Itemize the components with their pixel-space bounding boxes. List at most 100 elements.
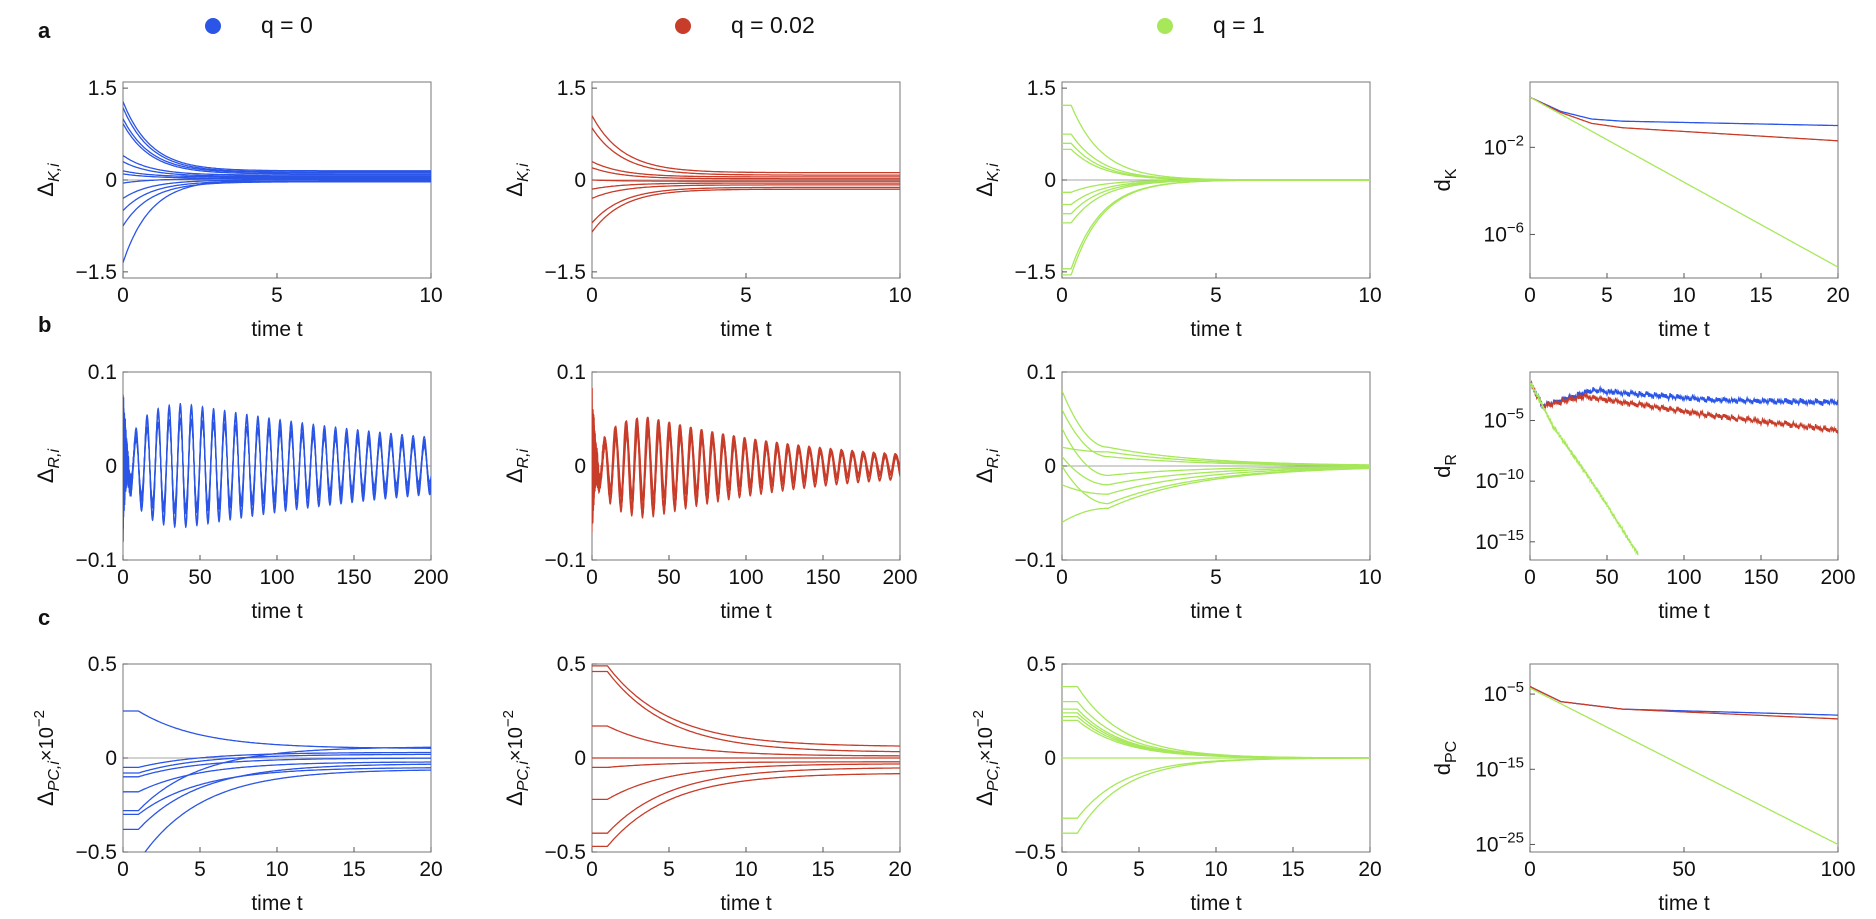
x-tick-label-b1: 150 bbox=[336, 566, 371, 589]
legend: q = 0 q = 0.02 q = 1 bbox=[0, 0, 1876, 50]
x-tick-label-c4: 100 bbox=[1820, 858, 1855, 881]
x-tick-label-a2: 10 bbox=[888, 284, 911, 307]
y-tick-label-b4: 10−5 bbox=[1484, 406, 1524, 433]
y-tick-label-b2: 0.1 bbox=[557, 361, 586, 384]
legend-label-q1: q = 1 bbox=[1213, 12, 1265, 38]
x-tick-label-b2: 200 bbox=[882, 566, 917, 589]
y-axis-label-a4: dK bbox=[1430, 168, 1460, 191]
series-line-a3-0-8 bbox=[1062, 179, 1370, 276]
y-axis-label-a2: ΔK,i bbox=[502, 163, 532, 197]
x-tick-label-a2: 5 bbox=[740, 284, 752, 307]
plot-frame-a4 bbox=[1529, 81, 1839, 279]
y-tick-label-c4: 10−15 bbox=[1475, 754, 1524, 781]
series-line-b2-0-7 bbox=[592, 416, 900, 519]
x-tick-label-c1: 0 bbox=[117, 858, 129, 881]
legend-marker-q0 bbox=[205, 17, 221, 34]
x-axis-label-c3: time t bbox=[1190, 892, 1242, 915]
series-line-c1-0-2 bbox=[123, 753, 431, 774]
x-tick-label-c2: 10 bbox=[734, 858, 757, 881]
series-line-b3-0-4 bbox=[1062, 465, 1370, 505]
y-tick-label-a2: −1.5 bbox=[545, 261, 586, 284]
series-group-b2 bbox=[592, 387, 900, 533]
x-tick-label-a1: 10 bbox=[419, 284, 442, 307]
x-tick-label-c1: 20 bbox=[419, 858, 442, 881]
x-tick-label-a4: 10 bbox=[1672, 284, 1695, 307]
y-tick-label-b1: −0.1 bbox=[76, 549, 117, 572]
legend-item-q002: q = 0.02 bbox=[675, 12, 815, 39]
x-tick-label-c3: 10 bbox=[1204, 858, 1227, 881]
y-tick-label-c1: −0.5 bbox=[76, 841, 117, 864]
series-line-b3-0-2 bbox=[1062, 428, 1370, 477]
y-tick-label-b3: −0.1 bbox=[1015, 549, 1056, 572]
x-axis-label-b1: time t bbox=[251, 600, 303, 623]
y-tick-label-c2: −0.5 bbox=[545, 841, 586, 864]
x-tick-label-b3: 10 bbox=[1358, 566, 1381, 589]
x-tick-label-b2: 50 bbox=[657, 566, 680, 589]
y-tick-label-b2: −0.1 bbox=[545, 549, 586, 572]
series-line-b3-0-3 bbox=[1062, 467, 1370, 523]
x-tick-label-b4: 100 bbox=[1666, 566, 1701, 589]
y-axis-label-a1: ΔK,i bbox=[33, 163, 63, 197]
x-tick-label-c3: 0 bbox=[1056, 858, 1068, 881]
y-axis-label-b4: dR bbox=[1430, 454, 1460, 478]
y-tick-label-c2: 0 bbox=[574, 747, 586, 770]
x-tick-label-b4: 200 bbox=[1820, 566, 1855, 589]
y-tick-label-c1: 0 bbox=[105, 747, 117, 770]
x-tick-label-b1: 100 bbox=[259, 566, 294, 589]
x-tick-label-a3: 5 bbox=[1210, 284, 1222, 307]
series-group-a3 bbox=[1062, 104, 1370, 276]
x-tick-label-a2: 0 bbox=[586, 284, 598, 307]
x-axis-label-b2: time t bbox=[720, 600, 772, 623]
x-axis-label-c1: time t bbox=[251, 892, 303, 915]
series-line-c4-2-0 bbox=[1530, 687, 1838, 846]
series-line-b3-0-7 bbox=[1062, 456, 1370, 486]
row-label-a: a bbox=[38, 18, 51, 43]
y-tick-label-a1: 0 bbox=[105, 169, 117, 192]
series-line-a2-0-1 bbox=[592, 127, 900, 176]
series-line-a4-2-0 bbox=[1530, 96, 1838, 268]
series-line-c2-0-1 bbox=[592, 670, 900, 753]
x-tick-label-a3: 10 bbox=[1358, 284, 1381, 307]
x-tick-label-c4: 0 bbox=[1524, 858, 1536, 881]
series-line-c2-0-2 bbox=[592, 725, 900, 757]
x-axis-label-c2: time t bbox=[720, 892, 772, 915]
x-axis-label-a1: time t bbox=[251, 318, 303, 341]
y-tick-label-c4: 10−25 bbox=[1475, 829, 1524, 856]
series-line-a3-0-3 bbox=[1062, 148, 1370, 181]
series-line-c3-0-7 bbox=[1062, 757, 1370, 819]
y-tick-label-b1: 0 bbox=[105, 455, 117, 478]
series-line-c2-0-5 bbox=[592, 763, 900, 801]
series-line-c3-0-2 bbox=[1062, 708, 1370, 759]
chart-b4: 0 50 100 150 200 10−5 10−10 10−15 time t dR bbox=[1430, 371, 1856, 623]
series-line-c1-0-6 bbox=[123, 767, 431, 816]
chart-c4: 0 50 100 10−5 10−15 10−25 time t dPC bbox=[1430, 663, 1856, 915]
plot-frame-c4 bbox=[1529, 663, 1839, 853]
series-line-a1-0-10 bbox=[123, 180, 431, 212]
series-line-c3-0-4 bbox=[1062, 715, 1370, 759]
x-tick-label-c1: 15 bbox=[342, 858, 365, 881]
series-line-a3-0-2 bbox=[1062, 142, 1370, 181]
series-line-a3-0-6 bbox=[1062, 179, 1370, 224]
x-tick-label-c4: 50 bbox=[1672, 858, 1695, 881]
y-tick-label-a1: 1.5 bbox=[88, 77, 117, 100]
x-tick-label-b4: 0 bbox=[1524, 566, 1536, 589]
series-line-b1-0-7 bbox=[123, 406, 431, 524]
x-tick-label-c2: 0 bbox=[586, 858, 598, 881]
series-line-a1-0-3 bbox=[123, 123, 431, 175]
series-line-b3-0-1 bbox=[1062, 409, 1370, 467]
series-line-a1-0-2 bbox=[123, 118, 431, 174]
legend-item-q1: q = 1 bbox=[1157, 12, 1265, 39]
series-group-c1 bbox=[123, 710, 431, 852]
row-label-c: c bbox=[38, 605, 51, 630]
series-group-c3 bbox=[1062, 685, 1370, 834]
x-tick-label-b4: 50 bbox=[1595, 566, 1618, 589]
y-axis-label-c1: ΔPC,i×10−2 bbox=[31, 710, 63, 806]
series-line-a2-0-5 bbox=[592, 182, 900, 190]
legend-label-q0: q = 0 bbox=[261, 12, 313, 38]
y-tick-label-c3: −0.5 bbox=[1015, 841, 1056, 864]
chart-a4: 0 5 10 15 20 10−2 10−6 time t dK bbox=[1430, 81, 1850, 341]
y-tick-label-c3: 0 bbox=[1044, 747, 1056, 770]
